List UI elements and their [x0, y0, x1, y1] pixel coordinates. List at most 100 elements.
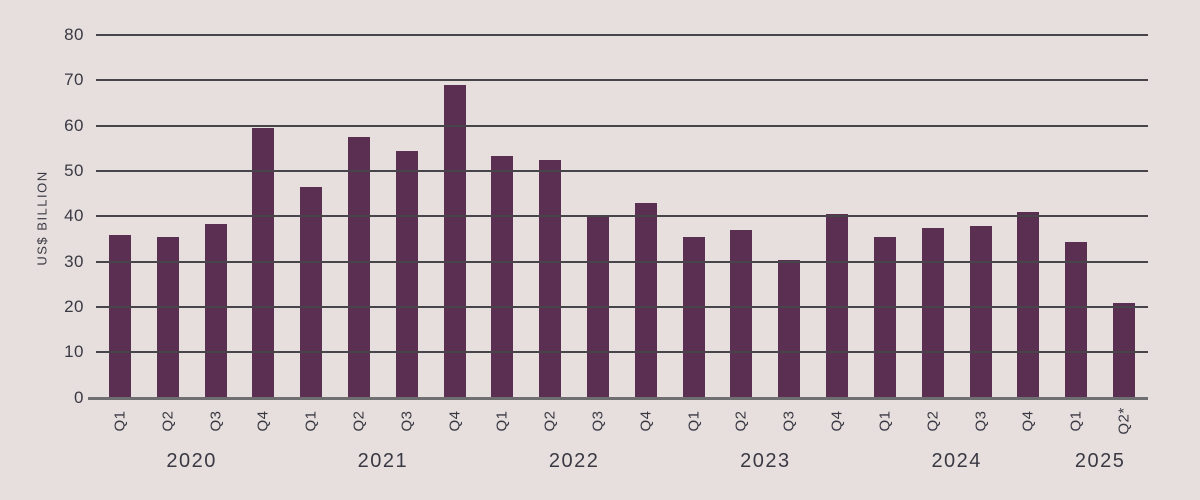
y-tick-label-70: 70 [64, 70, 84, 90]
year-label-2023: 2023 [740, 450, 791, 472]
bar-slot [861, 35, 909, 398]
quarter-label-slot: Q4 [622, 403, 670, 439]
bar-slot [239, 35, 287, 398]
quarter-label-slot: Q4 [813, 403, 861, 439]
bar-2022-q1 [491, 155, 514, 398]
quarter-label-2021-q4: Q4 [446, 410, 464, 432]
bar-slot [1100, 35, 1148, 398]
bar-slot [287, 35, 335, 398]
gridline-70 [96, 79, 1148, 82]
bar-slot [192, 35, 240, 398]
bar-2023-q1 [682, 237, 705, 398]
y-tick-label-50: 50 [64, 160, 84, 180]
quarter-label-slot: Q1 [1052, 403, 1100, 439]
quarter-label-2023-q2: Q2 [732, 410, 750, 432]
bar-2020-q2 [156, 237, 179, 398]
gridline-50 [96, 169, 1148, 172]
gridline-10 [96, 351, 1148, 354]
bar-slot [765, 35, 813, 398]
year-labels-row: 2020 2021 2022 2023 2024 2025 [96, 448, 1148, 474]
year-label-2020: 2020 [166, 450, 217, 472]
quarter-label-slot: Q2 [718, 403, 766, 439]
quarter-label-slot: Q4 [239, 403, 287, 439]
bar-2022-q4 [634, 203, 657, 398]
quarter-label-slot: Q2 [909, 403, 957, 439]
quarter-label-slot: Q2 [526, 403, 574, 439]
bar-slot [1052, 35, 1100, 398]
y-tick-label-60: 60 [64, 115, 84, 135]
quarter-label-2022-q3: Q3 [589, 410, 607, 432]
x-axis-line [88, 397, 1148, 400]
bar-slot [909, 35, 957, 398]
bar-slot [622, 35, 670, 398]
quarter-label-2023-q3: Q3 [780, 410, 798, 432]
quarter-label-2024-q2: Q2 [924, 410, 942, 432]
gridline-30 [96, 260, 1148, 263]
bar-2025-q1 [1065, 241, 1088, 398]
bar-2020-q1 [108, 234, 131, 398]
bar-slot [335, 35, 383, 398]
bar-slot [96, 35, 144, 398]
bar-2024-q2 [921, 228, 944, 398]
quarter-label-2022-q4: Q4 [637, 410, 655, 432]
quarter-label-2023-q4: Q4 [828, 410, 846, 432]
quarter-label-2024-q4: Q4 [1019, 410, 1037, 432]
quarter-label-2020-q2: Q2 [159, 410, 177, 432]
quarter-label-2024-q1: Q1 [876, 410, 894, 432]
gridline-20 [96, 305, 1148, 308]
bar-2025-q2 [1112, 302, 1135, 398]
quarter-label-slot: Q3 [765, 403, 813, 439]
quarter-label-slot: Q2 [335, 403, 383, 439]
quarter-label-2020-q4: Q4 [254, 410, 272, 432]
y-tick-label-40: 40 [64, 206, 84, 226]
gridline-60 [96, 124, 1148, 127]
quarter-label-2022-q2: Q2 [541, 410, 559, 432]
bar-slot [957, 35, 1005, 398]
quarter-label-slot: Q4 [431, 403, 479, 439]
quarter-label-slot: Q3 [957, 403, 1005, 439]
quarter-label-2023-q1: Q1 [685, 410, 703, 432]
bar-slot [718, 35, 766, 398]
gridline-80 [96, 34, 1148, 36]
quarter-label-2025-q2: Q2* [1115, 407, 1133, 435]
year-label-2021: 2021 [357, 450, 409, 472]
quarter-label-2021-q2: Q2 [350, 410, 368, 432]
quarter-label-2020-q1: Q1 [111, 410, 129, 432]
bar-2023-q3 [778, 259, 801, 398]
bar-2021-q2 [347, 137, 370, 398]
bar-slot [526, 35, 574, 398]
quarter-label-slot: Q3 [574, 403, 622, 439]
bar-2024-q3 [969, 225, 992, 398]
y-tick-label-0: 0 [74, 387, 84, 407]
y-tick-label-20: 20 [64, 296, 84, 316]
quarter-label-2021-q1: Q1 [302, 410, 320, 432]
quarter-label-slot: Q1 [287, 403, 335, 439]
quarter-labels-row: Q1 Q2 Q3 Q4 Q1 Q2 Q3 Q4 Q1 Q2 Q3 Q4 Q1 Q2 Q3 Q4 Q1 Q2 Q3 Q4… [96, 403, 1148, 439]
quarter-label-slot: Q3 [192, 403, 240, 439]
bar-2022-q2 [539, 160, 562, 398]
year-label-2025: 2025 [1074, 450, 1126, 472]
bar-2021-q3 [395, 151, 418, 398]
quarter-label-2024-q3: Q3 [972, 410, 990, 432]
bar-2021-q4 [443, 85, 466, 398]
bar-slot [670, 35, 718, 398]
quarter-label-2020-q3: Q3 [207, 410, 225, 432]
bar-2021-q1 [300, 187, 323, 398]
y-tick-label-10: 10 [64, 342, 84, 362]
year-label-2022: 2022 [548, 450, 600, 472]
y-tick-label-80: 80 [64, 25, 84, 44]
bar-2020-q3 [204, 223, 227, 398]
bar-2024-q1 [873, 237, 896, 398]
bar-2020-q4 [252, 128, 275, 398]
bar-slot [431, 35, 479, 398]
quarter-label-slot: Q3 [383, 403, 431, 439]
quarter-label-slot: Q4 [1004, 403, 1052, 439]
quarter-label-2022-q1: Q1 [493, 410, 511, 432]
y-tick-label-30: 30 [64, 251, 84, 271]
bar-slot [383, 35, 431, 398]
quarter-label-slot: Q1 [96, 403, 144, 439]
year-label-2024: 2024 [931, 450, 982, 472]
quarter-label-2025-q1: Q1 [1067, 410, 1085, 432]
quarter-label-2021-q3: Q3 [398, 410, 416, 432]
